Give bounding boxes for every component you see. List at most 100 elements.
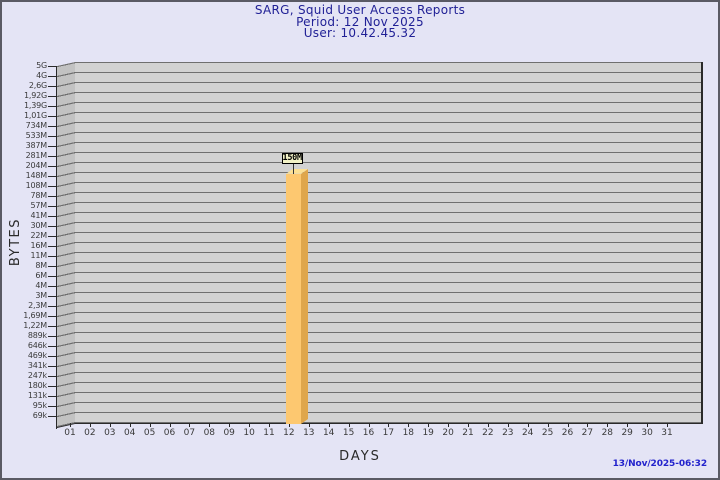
x-tick-mark xyxy=(587,423,589,427)
y-tick-label: 469k xyxy=(27,351,47,360)
x-tick-mark xyxy=(607,423,609,427)
y-tick-label: 16M xyxy=(30,241,48,250)
x-tick-mark xyxy=(667,423,668,427)
plot-right-edge xyxy=(701,62,703,424)
x-tick-label: 11 xyxy=(263,427,275,438)
y-tick-label: 57M xyxy=(30,201,48,210)
y-tick-label: 387M xyxy=(25,141,48,150)
y-tick-label: 30M xyxy=(30,221,48,230)
x-tick-mark xyxy=(428,423,430,427)
x-tick-mark xyxy=(169,423,171,427)
y-tick-mark xyxy=(48,236,57,237)
x-tick-label: 29 xyxy=(621,427,633,438)
chart-3d-wall xyxy=(57,62,75,428)
x-tick-label: 20 xyxy=(442,427,454,438)
bar-front-face xyxy=(286,173,302,424)
x-tick-mark xyxy=(249,423,251,427)
x-tick-label: 03 xyxy=(104,427,116,438)
y-tick-label: 4M xyxy=(35,281,47,290)
y-tick-mark xyxy=(48,116,57,117)
bar-side-face xyxy=(301,168,309,424)
y-tick-mark xyxy=(48,366,57,367)
y-tick-mark xyxy=(48,376,57,377)
x-tick-mark xyxy=(567,423,569,427)
y-tick-label: 2,3M xyxy=(28,301,47,310)
y-tick-label: 108M xyxy=(25,181,48,190)
y-tick-mark xyxy=(48,156,57,157)
y-tick-mark xyxy=(48,166,57,167)
chart-period: Period: 12 Nov 2025 xyxy=(296,14,424,29)
y-tick-label: 1,69M xyxy=(23,311,47,320)
y-tick-mark xyxy=(48,226,57,227)
x-tick-label: 13 xyxy=(303,427,315,438)
y-tick-label: 2,6G xyxy=(28,81,47,90)
x-tick-mark xyxy=(209,423,211,427)
x-tick-mark xyxy=(647,423,649,427)
x-tick-mark xyxy=(448,423,450,427)
y-tick-label: 5G xyxy=(36,61,47,70)
y-tick-label: 6M xyxy=(35,271,47,280)
x-tick-label: 23 xyxy=(502,427,514,438)
y-tick-mark xyxy=(48,216,57,217)
x-tick-label: 09 xyxy=(223,427,235,438)
x-tick-label: 24 xyxy=(521,427,534,438)
y-tick-label: 281M xyxy=(25,151,48,160)
y-tick-mark xyxy=(48,136,57,137)
x-tick-label: 25 xyxy=(541,427,554,438)
x-tick-label: 17 xyxy=(382,427,395,438)
y-tick-mark xyxy=(48,306,57,307)
plot-area xyxy=(75,62,702,424)
x-tick-label: 31 xyxy=(661,427,673,438)
y-tick-mark xyxy=(48,316,57,317)
x-tick-label: 04 xyxy=(123,427,136,438)
y-tick-mark xyxy=(48,406,57,407)
x-tick-mark xyxy=(348,423,350,427)
x-tick-label: 30 xyxy=(641,427,653,438)
y-tick-mark xyxy=(48,326,57,327)
bar-value-connector xyxy=(293,163,295,174)
x-tick-label: 22 xyxy=(482,427,494,438)
y-tick-mark xyxy=(48,286,57,287)
x-tick-label: 18 xyxy=(402,427,415,438)
x-tick-label: 08 xyxy=(203,427,216,438)
x-axis-title: DAYS xyxy=(339,449,381,464)
x-tick-label: 27 xyxy=(581,427,594,438)
chart-title: SARG, Squid User Access Reports xyxy=(254,3,466,17)
y-tick-label: 1,92G xyxy=(23,91,47,100)
y-tick-mark xyxy=(48,346,57,347)
y-tick-mark xyxy=(48,196,57,197)
y-tick-label: 22M xyxy=(30,231,48,240)
y-tick-mark xyxy=(48,266,57,267)
x-tick-label: 06 xyxy=(163,427,176,438)
y-tick-label: 95k xyxy=(32,401,47,410)
y-tick-mark xyxy=(48,206,57,207)
y-tick-label: 148M xyxy=(25,171,48,180)
bar-value-label: 150M xyxy=(281,152,303,164)
y-tick-label: 1,39G xyxy=(23,101,47,110)
y-tick-mark xyxy=(48,66,57,67)
x-tick-label: 12 xyxy=(283,427,295,438)
x-tick-label: 19 xyxy=(422,427,434,438)
x-tick-mark xyxy=(547,423,549,427)
y-tick-label: 247k xyxy=(27,371,47,380)
y-tick-label: 11M xyxy=(30,251,48,260)
y-tick-label: 341k xyxy=(27,361,47,370)
y-tick-label: 1,22M xyxy=(23,321,47,330)
x-tick-mark xyxy=(527,423,529,427)
y-tick-label: 3M xyxy=(35,291,47,300)
x-tick-label: 21 xyxy=(462,427,474,438)
x-tick-mark xyxy=(149,423,151,427)
x-tick-mark xyxy=(408,423,410,427)
x-tick-label: 15 xyxy=(342,427,355,438)
x-tick-label: 05 xyxy=(143,427,156,438)
y-axis-line xyxy=(56,66,58,429)
y-tick-label: 1,01G xyxy=(23,111,47,120)
x-tick-label: 02 xyxy=(84,427,96,438)
y-tick-mark xyxy=(48,336,57,337)
y-tick-mark xyxy=(48,356,57,357)
y-tick-mark xyxy=(48,416,57,417)
generation-timestamp: 13/Nov/2025-06:32 xyxy=(612,459,708,469)
chart-header: SARG, Squid User Access Reports Period: … xyxy=(0,3,720,40)
x-tick-mark xyxy=(308,423,310,427)
x-tick-mark xyxy=(388,423,390,427)
